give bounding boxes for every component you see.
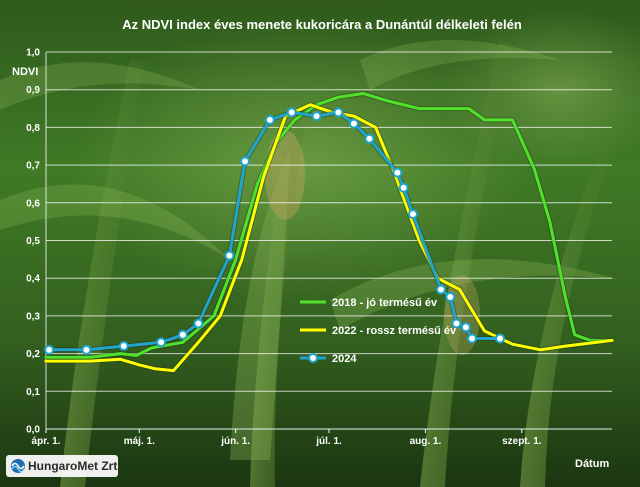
legend-label: 2022 - rossz termésű év	[332, 325, 457, 337]
data-point	[118, 341, 129, 352]
data-point	[398, 182, 409, 193]
data-point	[224, 250, 235, 261]
logo-text: HungaroMet Zrt.	[28, 459, 121, 473]
y-tick-label: 0,8	[26, 123, 40, 134]
y-tick-label: 0,5	[26, 236, 40, 247]
y-tick-label: 0,7	[26, 161, 40, 172]
data-point	[460, 322, 471, 333]
x-tick-label: szept. 1.	[502, 436, 542, 447]
data-point	[264, 114, 275, 125]
data-point	[495, 333, 506, 344]
data-point	[467, 333, 478, 344]
y-tick-label: 0,0	[26, 425, 40, 436]
legend-label: 2024	[332, 353, 357, 365]
data-point	[435, 284, 446, 295]
x-axis-title: Dátum	[575, 458, 609, 470]
logo: HungaroMet Zrt.	[6, 455, 121, 477]
data-point	[81, 344, 92, 355]
y-tick-label: 0,3	[26, 311, 40, 322]
data-point	[177, 329, 188, 340]
y-tick-label: 0,4	[26, 274, 40, 285]
data-point	[240, 156, 251, 167]
hungaromet-logo-icon	[11, 459, 25, 473]
y-tick-label: 0,9	[26, 85, 40, 96]
x-tick-label: ápr. 1.	[32, 436, 61, 447]
x-tick-label: aug. 1.	[410, 436, 442, 447]
data-point	[392, 167, 403, 178]
y-axis-title: NDVI	[12, 66, 38, 78]
data-point	[156, 337, 167, 348]
axes: 0,0 0,1 0,2 0,3 0,4 0,5 0,6 0,7 0,8 0,9 1,0 ápr. 1.…	[26, 48, 542, 448]
chart-title: Az NDVI index éves menete kukoricára a D…	[122, 17, 522, 32]
x-tick-label: júl. 1.	[315, 436, 342, 447]
data-point	[193, 318, 204, 329]
y-tick-label: 0,6	[26, 198, 40, 209]
x-tick-label: máj. 1.	[124, 436, 155, 447]
series-line-2022	[44, 103, 614, 373]
data-point	[348, 118, 359, 129]
data-point	[311, 111, 322, 122]
x-tick-label: jún. 1.	[220, 436, 250, 447]
data-point	[286, 107, 297, 118]
data-point	[407, 209, 418, 220]
legend-marker	[308, 353, 318, 363]
data-point	[44, 344, 55, 355]
legend: 2018 - jó termésű év 2022 - rossz termésű…	[300, 297, 457, 365]
data-point	[451, 318, 462, 329]
data-point	[333, 107, 344, 118]
y-tick-label: 0,2	[26, 349, 40, 360]
y-tick-label: 1,0	[26, 48, 40, 59]
data-point	[445, 292, 456, 303]
series-line-2018	[44, 92, 614, 359]
data-point	[364, 133, 375, 144]
series-layer	[44, 91, 614, 374]
legend-label: 2018 - jó termésű év	[332, 297, 438, 309]
y-tick-label: 0,1	[26, 387, 40, 398]
